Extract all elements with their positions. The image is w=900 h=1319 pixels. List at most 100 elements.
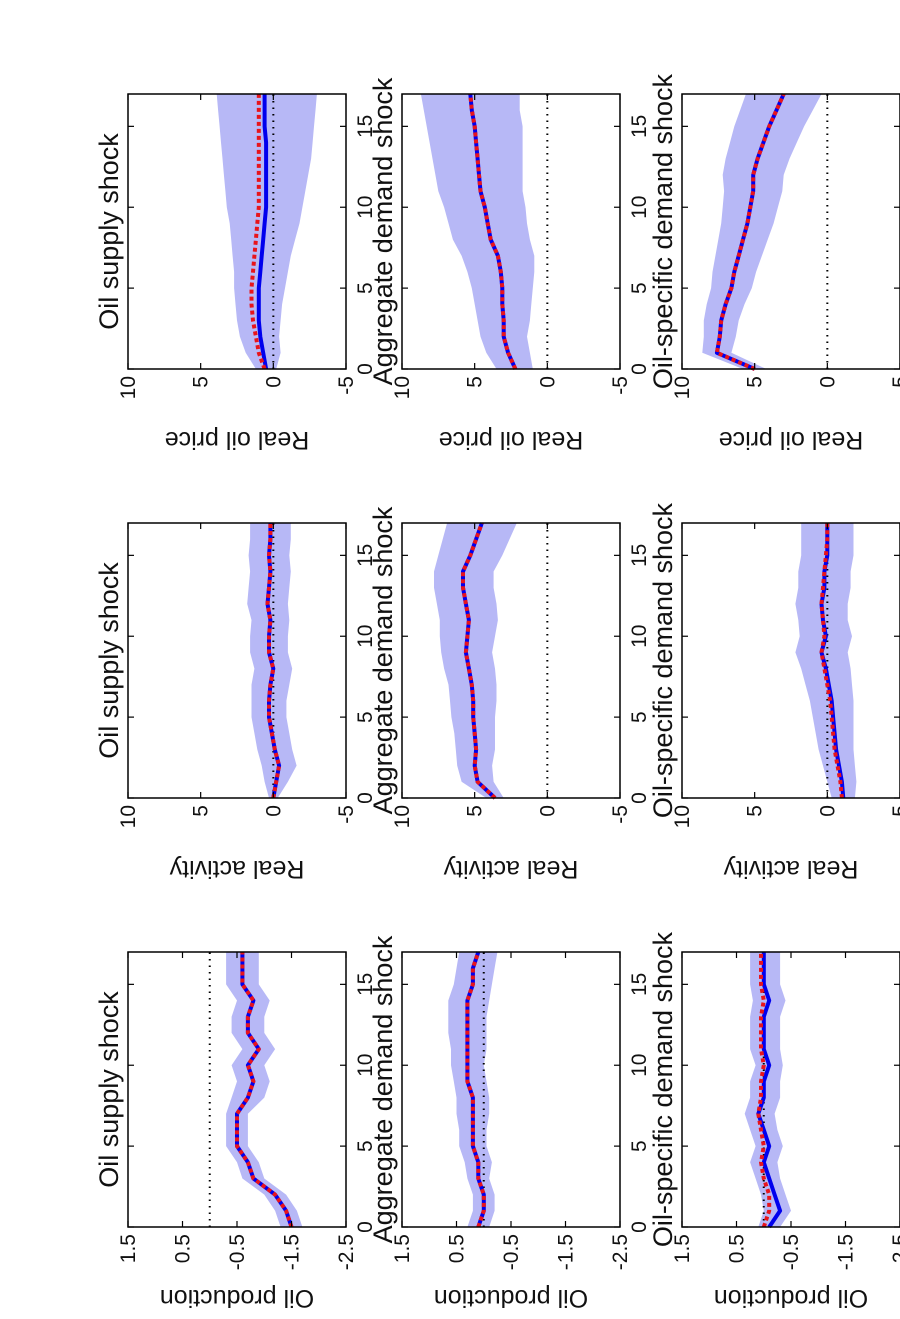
y-tick-label: 10	[117, 805, 140, 828]
y-tick-label: 5	[190, 376, 213, 388]
x-tick-label: 10	[354, 196, 377, 219]
series-line-dashed	[756, 952, 772, 1228]
confidence-band	[434, 523, 517, 798]
series-line-dashed	[468, 93, 518, 370]
y-tick-label: -0.5	[780, 1234, 803, 1270]
x-tick-label: 10	[354, 1054, 377, 1077]
y-tick-label: 1.5	[671, 1234, 694, 1263]
y-axis-label: Real oil price	[719, 426, 864, 454]
y-tick-label: 10	[117, 376, 140, 399]
x-tick-label: 10	[354, 625, 377, 648]
y-tick-label: -5	[889, 376, 900, 395]
x-tick-label: 10	[628, 625, 651, 648]
y-tick-label: -0.5	[500, 1234, 523, 1270]
plot-frame	[127, 522, 347, 799]
y-tick-label: -2.5	[889, 1234, 900, 1270]
y-tick-label: 0.5	[172, 1234, 195, 1263]
y-tick-label: 5	[190, 805, 213, 817]
y-axis-label: Real activity	[723, 855, 858, 883]
y-tick-label: -5	[335, 805, 358, 824]
x-tick-label: 5	[628, 1140, 651, 1152]
panel-title: Oil supply shock	[94, 133, 124, 330]
x-tick-label: 0	[354, 363, 377, 375]
y-tick-label: 10	[671, 376, 694, 399]
x-tick-label: 15	[354, 544, 377, 567]
y-tick-label: -2.5	[609, 1234, 632, 1270]
y-tick-label: 0.5	[446, 1234, 469, 1263]
y-tick-label: 10	[391, 376, 414, 399]
y-axis-label: Oil production	[160, 1284, 314, 1312]
x-tick-label: 0	[354, 792, 377, 804]
series-line-dashed	[235, 952, 294, 1228]
y-axis-label: Real activity	[169, 855, 304, 883]
confidence-band	[216, 94, 317, 369]
y-axis-label: Real oil price	[165, 426, 310, 454]
y-tick-label: -2.5	[335, 1234, 358, 1270]
y-tick-label: 5	[464, 376, 487, 388]
x-tick-label: 5	[628, 282, 651, 294]
plot-frame	[127, 93, 347, 370]
confidence-band	[795, 523, 857, 798]
x-tick-label: 0	[628, 1221, 651, 1233]
y-tick-label: 10	[671, 805, 694, 828]
panel-title: Oil-specific demand shock	[648, 73, 678, 389]
series-line-dashed	[819, 523, 844, 799]
y-tick-label: 0	[262, 805, 285, 817]
plot-frame	[401, 951, 621, 1228]
y-tick-label: 0	[536, 805, 559, 817]
x-tick-label: 10	[628, 1054, 651, 1077]
plot-frame	[681, 522, 900, 799]
x-tick-label: 15	[354, 115, 377, 138]
panel-title: Aggregate demand shock	[368, 77, 398, 385]
y-tick-label: 1.5	[391, 1234, 414, 1263]
x-tick-label: 15	[628, 544, 651, 567]
x-tick-label: 5	[354, 282, 377, 294]
y-tick-label: -5	[609, 805, 632, 824]
series-line-solid	[756, 952, 783, 1229]
y-axis-label: Real oil price	[439, 426, 584, 454]
y-axis-label: Oil production	[714, 1284, 868, 1312]
series-line-dashed	[465, 951, 486, 1228]
confidence-band	[420, 94, 535, 369]
y-tick-label: 5	[744, 805, 767, 817]
y-tick-label: 0.5	[726, 1234, 749, 1263]
confidence-band	[702, 94, 822, 369]
panel-title: Aggregate demand shock	[368, 935, 398, 1243]
y-tick-label: -5	[609, 376, 632, 395]
y-tick-label: 5	[464, 805, 487, 817]
y-axis-label: Oil production	[434, 1284, 588, 1312]
plot-frame	[681, 93, 900, 370]
plot-frame	[681, 951, 900, 1228]
y-tick-label: -1.5	[555, 1234, 578, 1270]
y-tick-label: -5	[889, 805, 900, 824]
series-line-dashed	[714, 93, 786, 371]
y-tick-label: -0.5	[226, 1234, 249, 1270]
x-tick-label: 15	[628, 973, 651, 996]
x-tick-label: 0	[628, 363, 651, 375]
series-line-dashed	[461, 522, 497, 800]
x-tick-label: 15	[354, 973, 377, 996]
y-tick-label: 5	[744, 376, 767, 388]
series-line-solid	[256, 94, 269, 370]
x-tick-label: 0	[628, 792, 651, 804]
series-line-dashed	[265, 523, 282, 799]
y-tick-label: -1.5	[281, 1234, 304, 1270]
y-tick-label: 0	[262, 376, 285, 388]
plot-frame	[401, 93, 621, 370]
y-tick-label: 0	[816, 376, 839, 388]
y-tick-label: -1.5	[835, 1234, 858, 1270]
confidence-band	[448, 952, 498, 1227]
plot-frame	[401, 522, 621, 799]
y-tick-label: 1.5	[117, 1234, 140, 1263]
series-line-dashed	[249, 94, 267, 370]
x-tick-label: 15	[628, 115, 651, 138]
panel-title: Oil-specific demand shock	[648, 931, 678, 1247]
y-tick-label: 10	[391, 805, 414, 828]
